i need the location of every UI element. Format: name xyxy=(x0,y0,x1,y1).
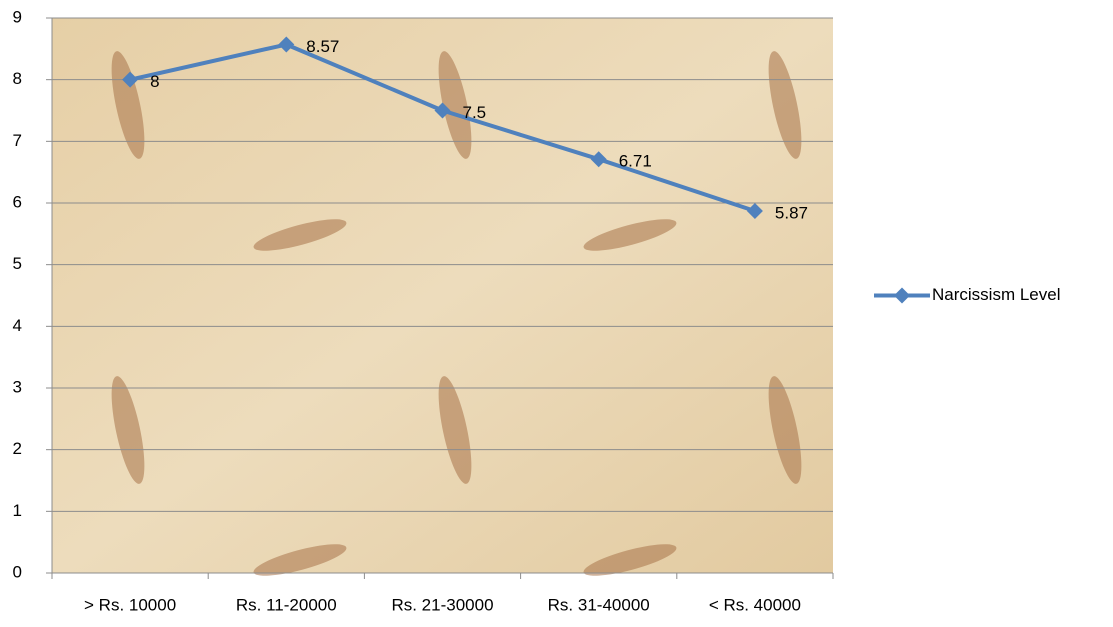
x-tick-label: Rs. 31-40000 xyxy=(548,595,650,614)
y-tick-label: 5 xyxy=(13,254,22,273)
legend-marker xyxy=(894,288,910,304)
y-tick-label: 7 xyxy=(13,131,22,150)
legend-label: Narcissism Level xyxy=(932,285,1060,304)
x-tick-label: < Rs. 40000 xyxy=(709,595,801,614)
y-tick-label: 3 xyxy=(13,377,22,396)
y-tick-label: 4 xyxy=(13,316,22,335)
y-tick-label: 8 xyxy=(13,69,22,88)
data-label: 8 xyxy=(150,72,159,91)
page: {"chart_data": {"type": "line", "categor… xyxy=(0,0,1113,627)
data-label: 7.5 xyxy=(463,103,487,122)
y-tick-label: 6 xyxy=(13,192,22,211)
y-tick-label: 2 xyxy=(13,439,22,458)
x-tick-label: Rs. 11-20000 xyxy=(236,595,337,614)
y-tick-label: 0 xyxy=(13,562,22,581)
chart: 0 1 2 3 4 5 6 7 8 9 > Rs. 10000 Rs. 11-20000 Rs. 21-… xyxy=(0,0,1113,627)
data-label: 6.71 xyxy=(619,152,652,171)
y-tick-label: 1 xyxy=(13,501,22,520)
data-label: 5.87 xyxy=(775,204,808,223)
y-tick-label: 9 xyxy=(13,7,22,26)
data-label: 8.57 xyxy=(306,37,339,56)
x-tick-label: > Rs. 10000 xyxy=(84,595,176,614)
x-tick-label: Rs. 21-30000 xyxy=(391,595,493,614)
